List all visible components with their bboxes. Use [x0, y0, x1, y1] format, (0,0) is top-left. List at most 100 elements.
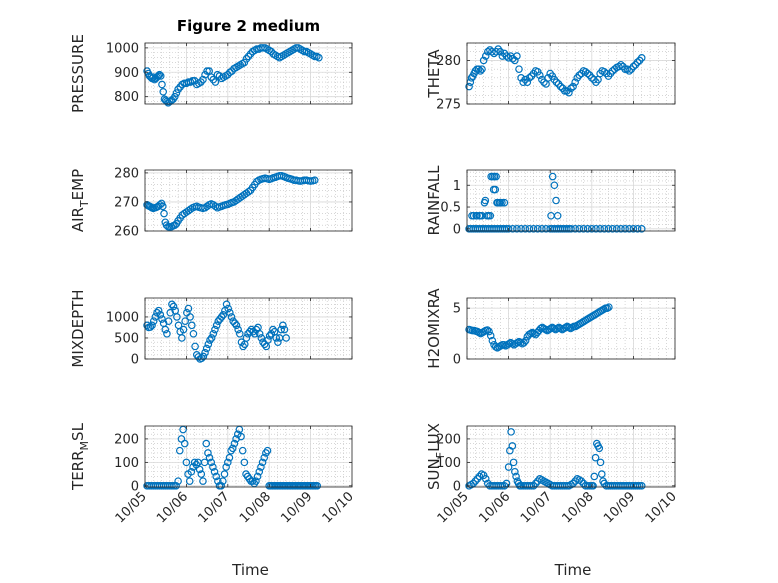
data-point: [224, 458, 232, 467]
data-point: [315, 53, 323, 62]
data-point: [550, 181, 559, 190]
data-point: [617, 225, 625, 233]
series-markers: [143, 425, 322, 490]
data-point: [625, 67, 634, 75]
data-point: [151, 313, 160, 321]
data-point: [481, 52, 490, 60]
data-point: [535, 71, 544, 80]
data-point: [174, 477, 182, 485]
data-point: [199, 75, 207, 84]
series-markers: [143, 300, 290, 363]
data-point: [504, 225, 513, 233]
data-point: [483, 211, 491, 220]
data-point: [252, 477, 260, 485]
y-tick-label: 500: [114, 331, 139, 346]
y-tick-label: 0: [131, 479, 139, 494]
data-point: [146, 323, 155, 331]
data-point: [476, 67, 485, 75]
data-point: [500, 225, 509, 233]
data-point: [637, 54, 646, 62]
data-point: [310, 176, 319, 184]
data-point: [313, 482, 322, 490]
data-point: [163, 329, 171, 338]
data-point: [475, 328, 483, 337]
y-tick-label: 900: [114, 66, 139, 81]
data-point: [523, 78, 532, 87]
data-point: [491, 342, 500, 351]
data-point: [222, 463, 230, 471]
data-point: [471, 477, 480, 485]
y-tick-label: 280: [436, 54, 461, 69]
data-point: [194, 353, 203, 361]
data-point: [258, 458, 267, 467]
data-point: [608, 225, 617, 233]
data-point: [635, 482, 644, 490]
data-point: [279, 321, 287, 330]
y-tick-label: 100: [436, 456, 461, 471]
data-point: [292, 44, 300, 52]
data-point: [255, 467, 264, 476]
data-point: [521, 225, 530, 233]
data-point: [533, 225, 542, 233]
data-point: [264, 336, 272, 344]
data-point: [508, 225, 517, 233]
axes-box: [466, 169, 676, 232]
data-point: [479, 56, 488, 65]
data-point: [159, 88, 168, 96]
data-point: [600, 305, 608, 313]
data-point: [148, 321, 156, 330]
data-point: [257, 463, 265, 471]
data-point: [171, 92, 179, 101]
data-point: [211, 325, 219, 334]
data-point: [277, 325, 286, 334]
y-tick-label: 0.5: [440, 201, 461, 216]
data-point: [571, 78, 579, 87]
data-point: [236, 329, 244, 338]
series-markers: [465, 428, 646, 490]
y-tick-label: 200: [436, 432, 461, 447]
data-point: [633, 225, 642, 233]
y-axis-label: TERRMSL: [69, 422, 91, 491]
series-markers: [143, 44, 323, 107]
data-point: [621, 225, 629, 233]
data-point: [186, 313, 194, 321]
data-point: [488, 336, 497, 345]
data-point: [234, 325, 242, 334]
data-point: [513, 225, 521, 233]
data-point: [166, 308, 175, 317]
data-point: [164, 317, 173, 325]
data-point: [199, 477, 207, 485]
y-axis-label: RAINFALL: [425, 165, 443, 236]
y-axis-label: THETA: [425, 49, 443, 99]
data-point: [238, 446, 247, 455]
data-point: [219, 311, 228, 319]
data-point: [257, 334, 266, 342]
y-tick-label: 270: [114, 195, 139, 210]
data-point: [500, 482, 509, 490]
data-point: [202, 344, 211, 353]
data-point: [502, 52, 511, 60]
series-markers: [465, 303, 613, 352]
data-point: [604, 225, 613, 233]
data-point: [465, 82, 473, 91]
data-point: [585, 482, 594, 490]
data-point: [159, 202, 167, 211]
data-point: [475, 472, 484, 481]
data-point: [556, 82, 565, 91]
data-point: [160, 209, 168, 218]
data-point: [156, 72, 165, 80]
data-point: [158, 80, 166, 89]
data-point: [637, 225, 646, 233]
data-point: [569, 82, 577, 91]
data-point: [589, 482, 597, 490]
data-point: [633, 58, 642, 66]
data-point: [486, 211, 495, 220]
series-markers: [465, 45, 646, 97]
y-axis-label: PRESSURE: [69, 34, 87, 113]
data-point: [252, 177, 261, 186]
data-point: [540, 78, 548, 87]
data-point: [529, 482, 538, 490]
